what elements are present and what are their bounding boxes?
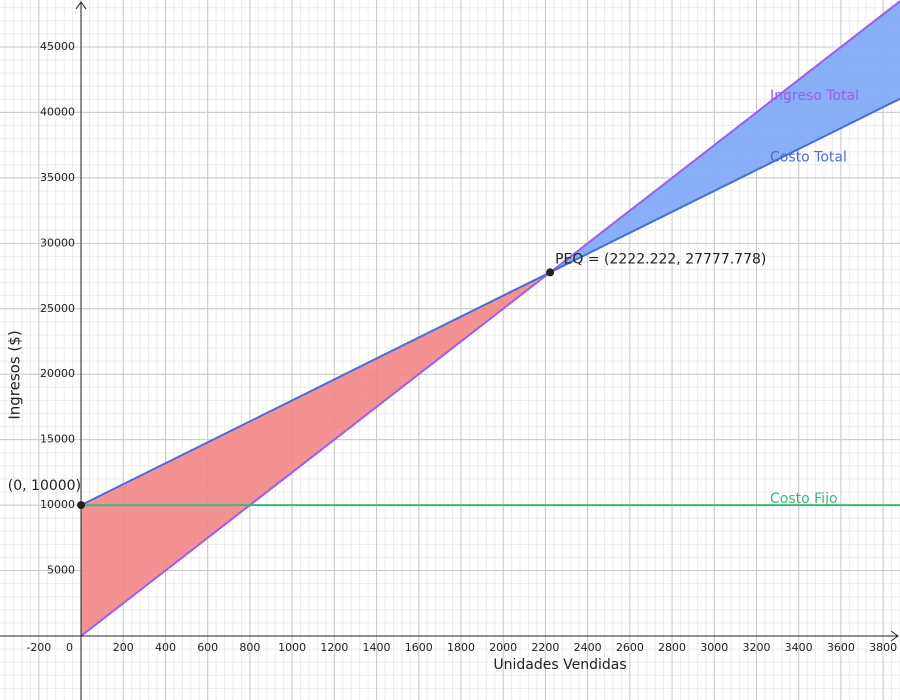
x-tick-label: 1200 (320, 641, 348, 654)
series-line (80, 97, 900, 507)
point (546, 268, 555, 277)
labels: -200 0 200 400 600 800 1000 1200 1400 1600 1800 200… (8, 40, 897, 654)
x-tick-label: 2000 (489, 641, 517, 654)
x-tick-label: 1800 (447, 641, 475, 654)
y-tick-label: 20000 (40, 367, 75, 380)
point (77, 501, 86, 510)
x-tick-label: 200 (113, 641, 134, 654)
y-tick-label: 45000 (40, 40, 75, 53)
x-axis-label: Unidades Vendidas (493, 657, 626, 673)
y-tick-label: 40000 (40, 105, 75, 118)
x-tick-label: 1000 (278, 641, 306, 654)
point-label: PEQ = (2222.222, 27777.778) (555, 251, 766, 267)
x-tick-label: 400 (155, 641, 176, 654)
y-tick-label: 30000 (40, 236, 75, 249)
lines (80, 0, 900, 637)
x-tick-label: 3400 (785, 641, 813, 654)
x-tick-label: 2200 (531, 641, 559, 654)
x-tick-label: 3200 (742, 641, 770, 654)
x-tick-label: 0 (66, 641, 73, 654)
x-tick-label: 3000 (700, 641, 728, 654)
x-tick-label: 3600 (827, 641, 855, 654)
series-label: Costo Total (770, 149, 847, 165)
y-tick-label: 35000 (40, 171, 75, 184)
x-axis-arrow (890, 630, 899, 642)
point-label: (0, 10000) (8, 478, 81, 494)
x-tick-label: 3800 (869, 641, 897, 654)
x-tick-label: 2400 (574, 641, 602, 654)
x-tick-label: 600 (197, 641, 218, 654)
series-line (80, 0, 900, 637)
x-tick-label: 2600 (616, 641, 644, 654)
x-tick-label: 1400 (363, 641, 391, 654)
y-tick-label: 15000 (40, 433, 75, 446)
y-tick-label: 10000 (40, 498, 75, 511)
x-tick-label: 2800 (658, 641, 686, 654)
x-tick-label: 1600 (405, 641, 433, 654)
x-tick-label: 800 (239, 641, 260, 654)
series-label: Costo Fijo (770, 491, 838, 507)
y-axis-arrow (75, 1, 87, 10)
y-tick-label: 5000 (47, 564, 75, 577)
series-label: Ingreso Total (770, 88, 859, 104)
x-tick-label: -200 (26, 641, 51, 654)
y-axis-label: Ingresos ($) (6, 330, 24, 419)
y-tick-label: 25000 (40, 302, 75, 315)
